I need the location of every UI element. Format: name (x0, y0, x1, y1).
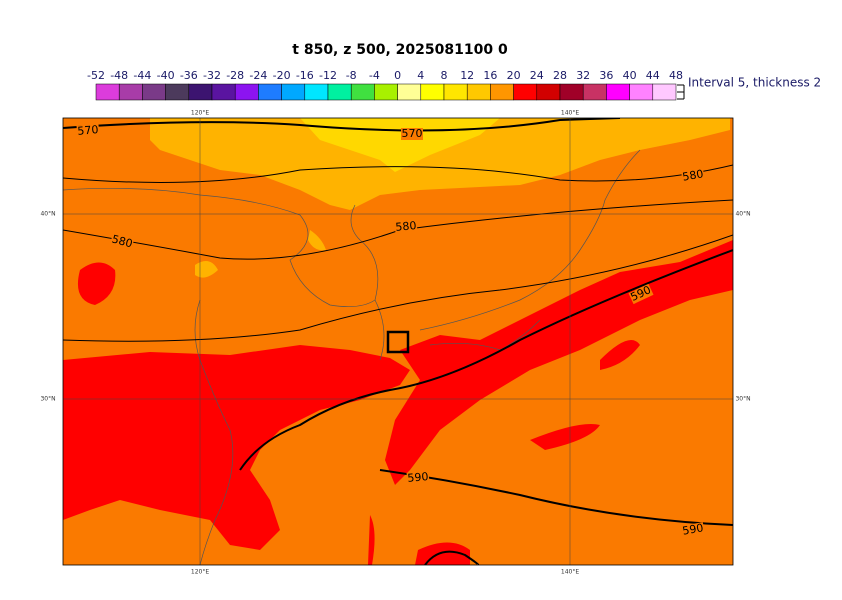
colorbar-tick-label: -28 (226, 69, 244, 82)
colorbar-tick-label: 12 (460, 69, 474, 82)
legend-note: Interval 5, thickness 2 (688, 76, 821, 90)
colorbar-box (165, 83, 190, 101)
colorbar-box (629, 83, 654, 101)
map-frame (62, 117, 734, 566)
grid-label: 40°N (735, 211, 750, 218)
colorbar-box (327, 83, 352, 101)
colorbar-tick-label: -8 (346, 69, 357, 82)
colorbar-tick-label: -36 (180, 69, 198, 82)
contour-label-bg (401, 128, 423, 140)
colorbar-box (374, 83, 398, 101)
colorbar-tick-label: -16 (296, 69, 314, 82)
yellow-core (300, 118, 500, 172)
contour-label-bg (406, 471, 430, 485)
colorbar-box (606, 83, 630, 101)
colorbar-box (420, 83, 445, 101)
coastlines (63, 149, 641, 565)
colorbar-box (281, 83, 306, 101)
contour-label: 590 (407, 470, 429, 485)
colorbar-box (258, 83, 282, 101)
hot-band (385, 240, 733, 485)
contour-label-bg (628, 283, 654, 305)
colorbar-tick-label: 28 (553, 69, 567, 82)
colorbar-box (350, 83, 375, 101)
colorbar-bracket (677, 84, 685, 100)
contour-label: 570 (77, 123, 99, 138)
colorbar-box (559, 83, 584, 101)
colorbar-tick-label: -20 (273, 69, 291, 82)
graticule (63, 118, 733, 565)
warm-patches (195, 230, 326, 278)
colorbar-box (304, 83, 329, 101)
grid-label: 120°E (191, 569, 209, 576)
hot-zone (63, 345, 410, 550)
contour-label: 590 (681, 521, 704, 537)
contour-label: 570 (402, 127, 423, 140)
colorbar-tick-label: -44 (133, 69, 151, 82)
colorbar-tick-label: -40 (157, 69, 175, 82)
map-area (63, 118, 733, 565)
colorbar-tick-label: 8 (441, 69, 448, 82)
colorbar-tick-label: -12 (319, 69, 337, 82)
colorbar-box (652, 83, 677, 101)
colorbar-box (397, 83, 422, 101)
grid-label: 40°N (40, 211, 55, 218)
colorbar-tick-label: 20 (507, 69, 521, 82)
colorbar-tick-label: -32 (203, 69, 221, 82)
colorbar-box (536, 83, 561, 101)
contour-label-bg (76, 124, 100, 138)
colorbar-tick-label: 36 (599, 69, 613, 82)
contour-label-bg (681, 168, 705, 184)
contour-label-bg (394, 220, 418, 234)
colorbar-tick-label: 24 (530, 69, 544, 82)
colorbar-tick-label: 4 (417, 69, 424, 82)
colorbar-tick-label: 48 (669, 69, 683, 82)
colorbar-tick-label: 16 (483, 69, 497, 82)
colorbar-tick-label: 32 (576, 69, 590, 82)
colorbar-box (490, 83, 514, 101)
colorbar-box (188, 83, 213, 101)
labels: 120°E 140°E 120°E 140°E 40°N 30°N 40°N 30°N 570 5… (40, 110, 750, 576)
colorbar-tick-label: 40 (623, 69, 637, 82)
contour-lines (63, 164, 733, 342)
grid-label: 30°N (735, 396, 750, 403)
colorbar-box (582, 83, 607, 101)
grid-label: 120°E (191, 110, 209, 117)
colorbar-box (234, 83, 259, 101)
contour-570 (63, 118, 621, 132)
contour-label: 580 (110, 233, 134, 251)
colorbar-tick-label: 0 (394, 69, 401, 82)
colorbar-box (211, 83, 236, 101)
colorbar-tick-label: -48 (110, 69, 128, 82)
colorbar: -52 -48 -44 -40 -36 -32 -28 -24 -20 -16 -12 -8 -4 0 4 8… (87, 69, 683, 101)
colorbar-box (466, 83, 491, 101)
colorbar-box (95, 83, 120, 101)
contour-label-bg (681, 522, 705, 538)
colorbar-tick-label: -52 (87, 69, 105, 82)
grid-label: 140°E (561, 569, 579, 576)
colorbar-box (443, 83, 468, 101)
colorbar-tick-label: 44 (646, 69, 660, 82)
colorbar-box (118, 83, 143, 101)
contour-label: 580 (395, 219, 417, 234)
warm-yellow-zone (150, 118, 730, 210)
focus-box (386, 330, 410, 354)
colorbar-tick-label: -4 (369, 69, 380, 82)
colorbar-tick-label: -24 (249, 69, 267, 82)
grid-label: 140°E (561, 110, 579, 117)
contour-label: 580 (681, 167, 704, 183)
map-title: t 850, z 500, 2025081100 0 (292, 42, 508, 58)
colorbar-box (513, 83, 538, 101)
grid-label: 30°N (40, 396, 55, 403)
colorbar-box (142, 83, 166, 101)
contour-label-bg (109, 233, 135, 251)
